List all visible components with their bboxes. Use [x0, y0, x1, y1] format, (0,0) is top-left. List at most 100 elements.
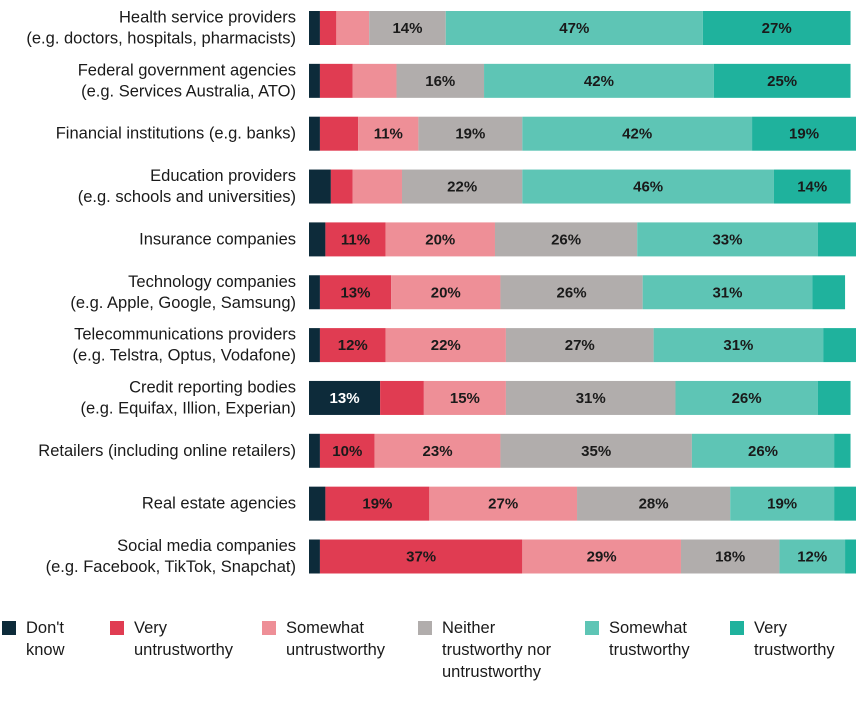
bar-row: Insurance companies 11% 20% 26% 33%: [139, 222, 856, 257]
legend-item: Somewhat untrustworthy: [262, 617, 385, 661]
bar-segment: [834, 433, 851, 468]
data-label: 19%: [362, 496, 392, 513]
data-label: 27%: [565, 337, 595, 354]
bar-segment: [500, 275, 643, 310]
bar-segment: [713, 63, 851, 98]
data-label: 13%: [330, 390, 360, 407]
data-label: 19%: [767, 496, 797, 513]
category-label: Telecommunications providers (e.g. Telstr…: [73, 326, 297, 365]
category-label: Credit reporting bodies (e.g. Equifax, Il…: [80, 378, 296, 417]
bar-segment: [309, 433, 320, 468]
data-label: 22%: [431, 337, 461, 354]
legend-swatch: [262, 621, 276, 635]
bar-row: Federal government agencies (e.g. Service…: [78, 61, 851, 100]
data-label: 28%: [639, 496, 669, 513]
bar-segment: [522, 539, 681, 574]
data-label: 13%: [340, 284, 370, 301]
data-label: 18%: [715, 549, 745, 566]
bar-segment: [494, 222, 638, 257]
category-label: Health service providers (e.g. doctors, h…: [26, 9, 296, 48]
data-label: 14%: [797, 179, 827, 196]
data-label: 12%: [338, 337, 368, 354]
data-label: 26%: [732, 390, 762, 407]
legend-swatch: [585, 621, 599, 635]
bar-segment: [319, 116, 359, 151]
bar-row: Telecommunications providers (e.g. Telstr…: [73, 326, 856, 365]
legend-item: Neither trustworthy nor untrustworthy: [418, 617, 551, 683]
bar-segment: [319, 11, 337, 45]
data-label: 26%: [551, 231, 581, 248]
data-label: 14%: [392, 20, 422, 37]
bar-row: Social media companies (e.g. Facebook, Ti…: [46, 537, 856, 576]
legend-swatch: [730, 621, 744, 635]
bar-row: Real estate agencies 19% 27% 28% 19%: [142, 486, 856, 521]
bar-segment: [309, 63, 320, 98]
bar-segment: [522, 116, 753, 151]
bar-segment: [845, 539, 856, 574]
bar-segment: [752, 116, 856, 151]
data-label: 31%: [576, 390, 606, 407]
legend-label: Very trustworthy: [754, 619, 835, 659]
category-label: Insurance companies: [139, 230, 296, 248]
category-label: Financial institutions (e.g. banks): [56, 125, 296, 143]
bar-segment: [691, 433, 835, 468]
data-label: 11%: [341, 231, 370, 248]
bar-segment: [779, 539, 846, 574]
data-label: 42%: [622, 126, 652, 143]
bar-segment: [653, 328, 824, 363]
legend-label: Don't know: [26, 619, 65, 659]
bar-segment: [385, 328, 506, 363]
bar-segment: [319, 63, 353, 98]
bar-segment: [309, 539, 320, 574]
bar-segment: [319, 275, 392, 310]
bar-segment: [396, 63, 485, 98]
bar-segment: [429, 486, 578, 521]
data-label: 37%: [406, 549, 436, 566]
legend-item: Very untrustworthy: [110, 617, 233, 661]
bar-segment: [319, 433, 375, 468]
bar-segment: [642, 275, 813, 310]
bar-segment: [423, 380, 506, 415]
bar-segment: [309, 328, 320, 363]
bar-segment: [418, 116, 523, 151]
data-label: 16%: [425, 73, 455, 90]
data-label: 31%: [723, 337, 753, 354]
category-label: Education providers (e.g. schools and uni…: [78, 167, 296, 206]
bar-segment: [309, 380, 381, 415]
bar-segment: [330, 169, 353, 204]
data-label: 46%: [633, 179, 663, 196]
bar-segment: [309, 11, 320, 45]
bar-segment: [319, 328, 386, 363]
bar-segment: [773, 169, 851, 204]
bar-segment: [309, 275, 320, 310]
bar-segment: [680, 539, 780, 574]
category-label: Real estate agencies: [142, 495, 296, 513]
bar-segment: [823, 328, 856, 363]
data-label: 10%: [332, 443, 362, 460]
bar-row: Credit reporting bodies (e.g. Equifax, Il…: [80, 378, 851, 417]
data-label: 42%: [584, 73, 614, 90]
category-label: Federal government agencies (e.g. Service…: [78, 61, 296, 100]
data-label: 29%: [587, 549, 617, 566]
legend-swatch: [110, 621, 124, 635]
bar-segment: [391, 275, 501, 310]
bar-segment: [309, 169, 331, 204]
legend-item: Very trustworthy: [730, 617, 835, 661]
bar-row: Education providers (e.g. schools and uni…: [78, 167, 851, 206]
bar-segment: [675, 380, 818, 415]
bar-segment: [309, 222, 326, 257]
data-label: 31%: [712, 284, 742, 301]
bar-segment: [577, 486, 731, 521]
data-label: 26%: [557, 284, 587, 301]
data-label: 25%: [767, 73, 797, 90]
bar-segment: [336, 11, 370, 45]
legend-label: Somewhat untrustworthy: [286, 619, 386, 659]
bar-row: Retailers (including online retailers) 10…: [38, 433, 851, 468]
bar-segment: [505, 328, 654, 363]
bar-segment: [380, 380, 424, 415]
stacked-bar-chart: Health service providers (e.g. doctors, h…: [26, 9, 856, 576]
legend-label: Somewhat trustworthy: [609, 619, 690, 659]
bar-segment: [484, 63, 714, 98]
bar-segment: [505, 380, 676, 415]
data-label: 15%: [450, 390, 480, 407]
